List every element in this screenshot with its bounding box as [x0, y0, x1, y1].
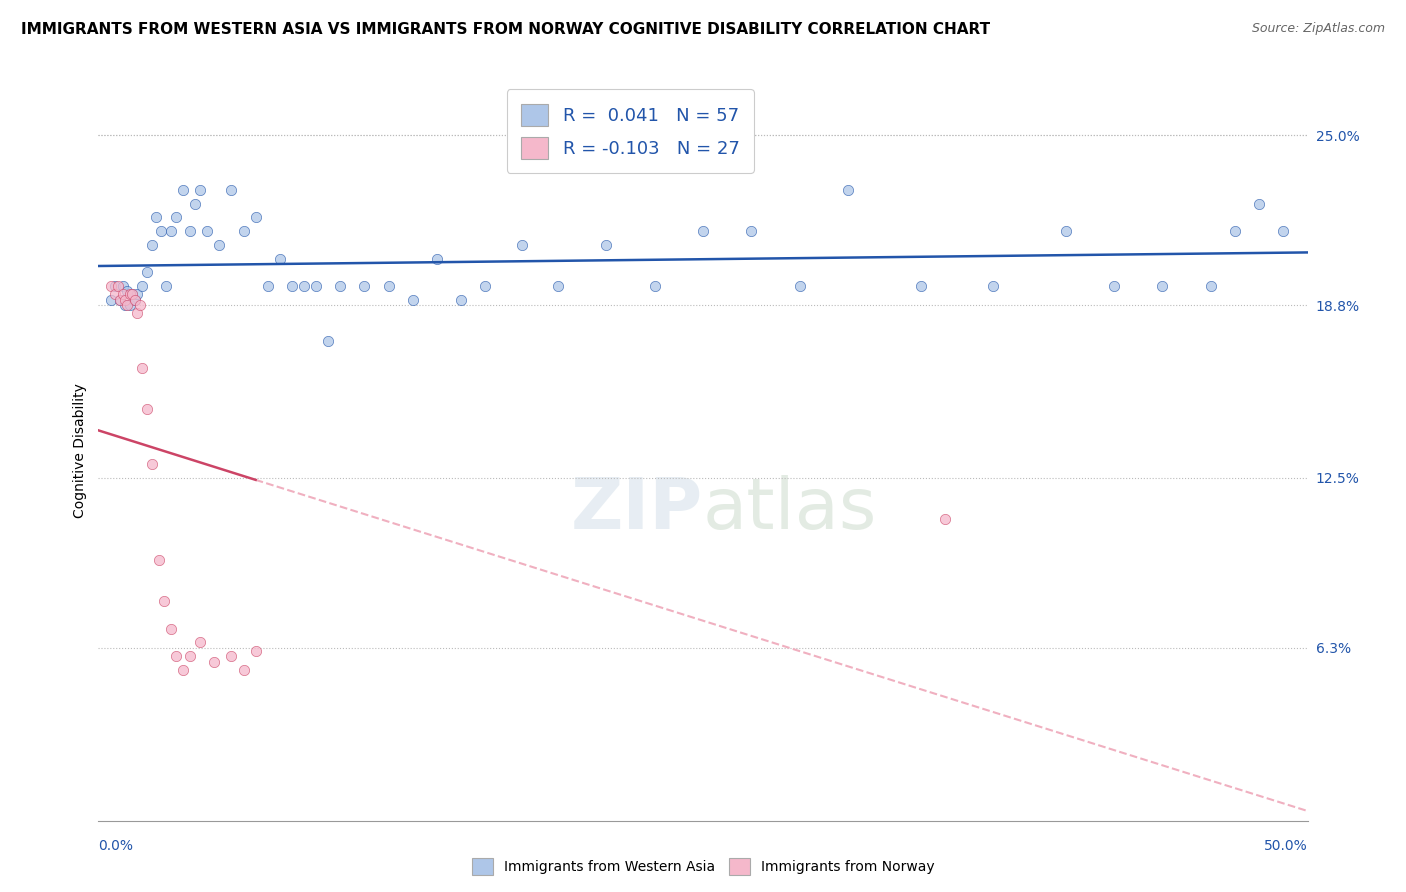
Point: [111, 287, 134, 301]
Point: [292, 279, 315, 293]
Point: [184, 196, 207, 211]
Point: [269, 252, 291, 266]
Point: [188, 183, 211, 197]
Point: [245, 211, 267, 225]
Point: [104, 287, 127, 301]
Text: ZIP: ZIP: [571, 475, 703, 544]
Point: [1152, 279, 1174, 293]
Point: [789, 279, 811, 293]
Point: [1054, 224, 1077, 238]
Point: [329, 279, 352, 293]
Point: [245, 643, 267, 657]
Point: [160, 622, 183, 636]
Point: [100, 279, 122, 293]
Point: [595, 237, 617, 252]
Point: [402, 293, 425, 307]
Point: [934, 512, 956, 526]
Point: [127, 287, 149, 301]
Text: 0.0%: 0.0%: [98, 839, 134, 854]
Point: [160, 224, 183, 238]
Point: [131, 279, 153, 293]
Point: [837, 183, 859, 197]
Point: [1199, 279, 1222, 293]
Point: [1223, 224, 1246, 238]
Point: [124, 293, 146, 307]
Point: [1272, 224, 1295, 238]
Point: [128, 298, 150, 312]
Point: [179, 224, 201, 238]
Text: Source: ZipAtlas.com: Source: ZipAtlas.com: [1251, 22, 1385, 36]
Point: [111, 279, 134, 293]
Point: [165, 211, 187, 225]
Legend: R =  0.041   N = 57, R = -0.103   N = 27: R = 0.041 N = 57, R = -0.103 N = 27: [506, 89, 754, 173]
Point: [172, 663, 194, 677]
Point: [172, 183, 194, 197]
Point: [281, 279, 304, 293]
Point: [208, 237, 231, 252]
Point: [179, 649, 201, 664]
Point: [135, 265, 157, 279]
Point: [145, 211, 167, 225]
Point: [204, 655, 226, 669]
Point: [195, 224, 218, 238]
Point: [740, 224, 762, 238]
Point: [100, 293, 122, 307]
Point: [121, 287, 143, 301]
Point: [644, 279, 666, 293]
Point: [152, 594, 174, 608]
Text: atlas: atlas: [703, 475, 877, 544]
Point: [232, 224, 254, 238]
Point: [117, 298, 139, 312]
Point: [108, 293, 131, 307]
Point: [426, 252, 449, 266]
Point: [121, 287, 143, 301]
Point: [148, 553, 170, 567]
Point: [141, 457, 163, 471]
Point: [114, 298, 136, 312]
Point: [232, 663, 254, 677]
Point: [316, 334, 339, 348]
Point: [108, 293, 131, 307]
Point: [692, 224, 714, 238]
Point: [165, 649, 187, 664]
Legend: Immigrants from Western Asia, Immigrants from Norway: Immigrants from Western Asia, Immigrants…: [467, 853, 939, 880]
Point: [981, 279, 1004, 293]
Point: [135, 402, 157, 417]
Point: [155, 279, 177, 293]
Point: [150, 224, 173, 238]
Point: [474, 279, 496, 293]
Point: [114, 293, 136, 307]
Point: [117, 285, 139, 299]
Point: [510, 237, 533, 252]
Point: [1249, 196, 1271, 211]
Point: [221, 649, 243, 664]
Point: [221, 183, 243, 197]
Point: [131, 361, 153, 376]
Point: [118, 298, 141, 312]
Point: [450, 293, 472, 307]
Point: [256, 279, 278, 293]
Point: [353, 279, 375, 293]
Point: [547, 279, 569, 293]
Point: [910, 279, 932, 293]
Point: [305, 279, 328, 293]
Point: [124, 293, 146, 307]
Y-axis label: Cognitive Disability: Cognitive Disability: [73, 383, 87, 518]
Point: [1102, 279, 1125, 293]
Text: 50.0%: 50.0%: [1264, 839, 1308, 854]
Point: [107, 279, 129, 293]
Point: [104, 279, 127, 293]
Point: [188, 635, 211, 649]
Point: [377, 279, 399, 293]
Text: IMMIGRANTS FROM WESTERN ASIA VS IMMIGRANTS FROM NORWAY COGNITIVE DISABILITY CORR: IMMIGRANTS FROM WESTERN ASIA VS IMMIGRAN…: [21, 22, 990, 37]
Point: [118, 287, 141, 301]
Point: [127, 306, 149, 320]
Point: [141, 237, 163, 252]
